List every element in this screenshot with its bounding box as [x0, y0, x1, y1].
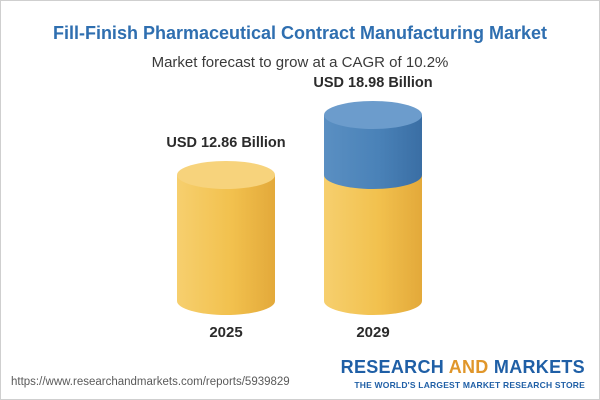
data-label-2029: USD 18.98 Billion	[313, 75, 432, 91]
bar-base-2029	[324, 174, 422, 315]
bar-growth-2029	[324, 114, 422, 189]
bar-top-2025	[177, 160, 275, 189]
bar-2025	[177, 174, 275, 315]
bar-top-2029	[324, 100, 422, 129]
source-url[interactable]: https://www.researchandmarkets.com/repor…	[11, 376, 290, 388]
brand-name: RESEARCH AND MARKETS	[340, 357, 585, 377]
chart-subtitle: Market forecast to grow at a CAGR of 10.…	[151, 54, 449, 71]
category-label-2029: 2029	[356, 324, 389, 341]
data-label-2025: USD 12.86 Billion	[166, 135, 285, 151]
category-label-2025: 2025	[209, 324, 242, 341]
chart-title: Fill-Finish Pharmaceutical Contract Manu…	[52, 23, 548, 43]
brand-logo: RESEARCH AND MARKETS THE WORLD'S LARGEST…	[341, 357, 585, 390]
brand-tagline: THE WORLD'S LARGEST MARKET RESEARCH STOR…	[354, 380, 585, 390]
